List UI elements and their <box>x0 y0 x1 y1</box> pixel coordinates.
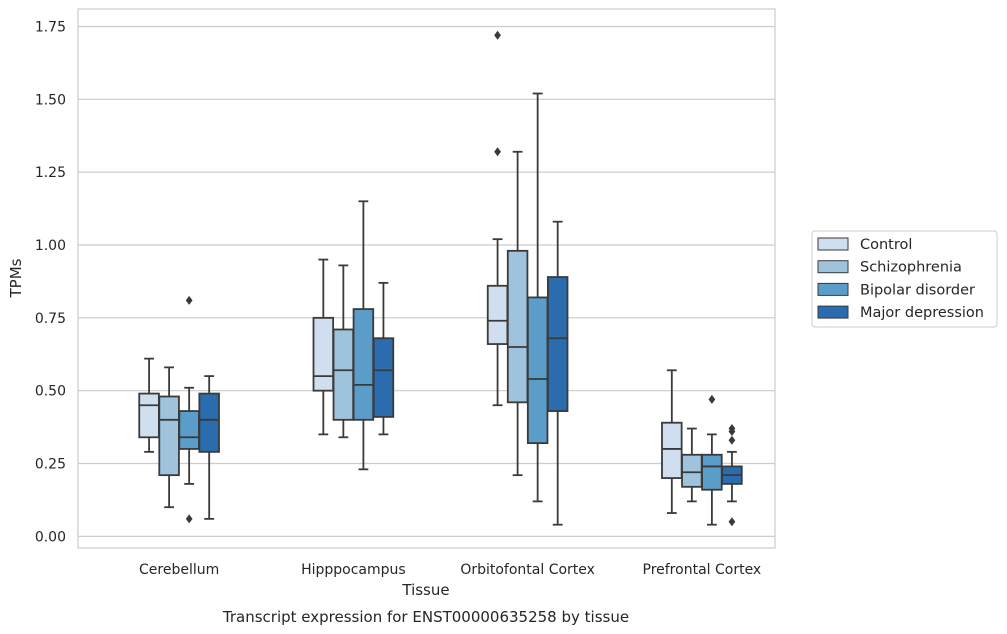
box-schizophrenia <box>158 366 180 509</box>
legend-swatch <box>817 260 849 274</box>
box-schizophrenia <box>681 427 703 503</box>
x-tick-label: Cerebellum <box>139 562 219 578</box>
outlier-point <box>728 435 736 445</box>
box-iqr <box>681 453 703 488</box>
box-major-depression <box>372 281 395 436</box>
legend-swatch <box>817 282 849 296</box>
x-axis-title: Tissue <box>401 581 449 599</box>
outlier-point <box>494 147 501 157</box>
legend-label: Bipolar disorder <box>860 282 975 298</box>
plot-area-frame <box>77 8 776 549</box>
box-iqr <box>486 284 509 345</box>
box-bipolar-disorder <box>352 200 375 471</box>
y-axis-ticks: 0.00 0.25 0.50 0.75 1.00 1.25 1.50 1.75 <box>35 19 66 545</box>
box-iqr <box>506 249 529 404</box>
box-iqr <box>138 392 160 439</box>
box-bipolar-disorder <box>178 295 200 524</box>
y-tick-label: 0.50 <box>35 384 66 400</box>
y-tick-label: 0.25 <box>35 457 66 473</box>
legend-label: Major depression <box>860 305 984 321</box>
legend-label: Schizophrenia <box>860 260 962 276</box>
outlier-point <box>185 514 193 524</box>
box-bipolar-disorder <box>526 92 549 503</box>
box-control <box>138 357 160 453</box>
box-iqr <box>526 296 549 445</box>
box-iqr <box>312 316 335 392</box>
box-major-depression <box>198 375 220 520</box>
box-major-depression <box>546 220 569 526</box>
box-schizophrenia <box>506 150 529 477</box>
box-iqr <box>352 308 375 421</box>
grid-lines <box>78 25 775 537</box>
box-iqr <box>332 328 355 421</box>
legend-swatch <box>817 237 849 251</box>
chart-title: Transcript expression for ENST0000063525… <box>222 608 629 626</box>
x-tick-label: Orbitofontal Cortex <box>460 562 595 578</box>
box-bipolar-disorder <box>701 394 723 526</box>
y-tick-label: 1.75 <box>35 19 66 35</box>
y-axis-title: TPMs <box>7 258 25 298</box>
x-axis-ticks: Cerebellum Hipppocampus Orbitofontal Corte… <box>139 562 761 578</box>
x-tick-label: Hipppocampus <box>301 562 406 578</box>
legend-label: Control <box>860 237 912 253</box>
box-iqr <box>158 395 180 477</box>
box-control <box>661 369 683 514</box>
legend-frame <box>811 230 998 328</box>
y-tick-label: 1.50 <box>35 92 66 108</box>
box-iqr <box>198 392 220 453</box>
box-major-depression <box>721 424 743 527</box>
box-control <box>312 258 335 436</box>
legend: Control Schizophrenia Bipolar disorder Majo… <box>811 230 998 328</box>
box-iqr <box>178 410 200 450</box>
box-iqr <box>546 276 569 412</box>
outlier-point <box>708 394 716 404</box>
box-iqr <box>372 337 395 418</box>
outlier-point <box>494 30 501 40</box>
box-iqr <box>701 453 723 491</box>
box-control <box>486 30 509 407</box>
box-iqr <box>661 421 683 479</box>
x-tick-label: Prefrontal Cortex <box>643 562 762 578</box>
outlier-point <box>185 295 193 305</box>
y-tick-label: 0.00 <box>35 529 66 545</box>
box-series <box>138 30 743 527</box>
y-tick-label: 1.00 <box>35 238 66 254</box>
y-tick-label: 1.25 <box>35 165 66 181</box>
y-tick-label: 0.75 <box>35 311 66 327</box>
outlier-point <box>728 426 736 436</box>
outlier-point <box>728 517 736 527</box>
legend-swatch <box>817 305 849 319</box>
box-schizophrenia <box>332 264 355 439</box>
